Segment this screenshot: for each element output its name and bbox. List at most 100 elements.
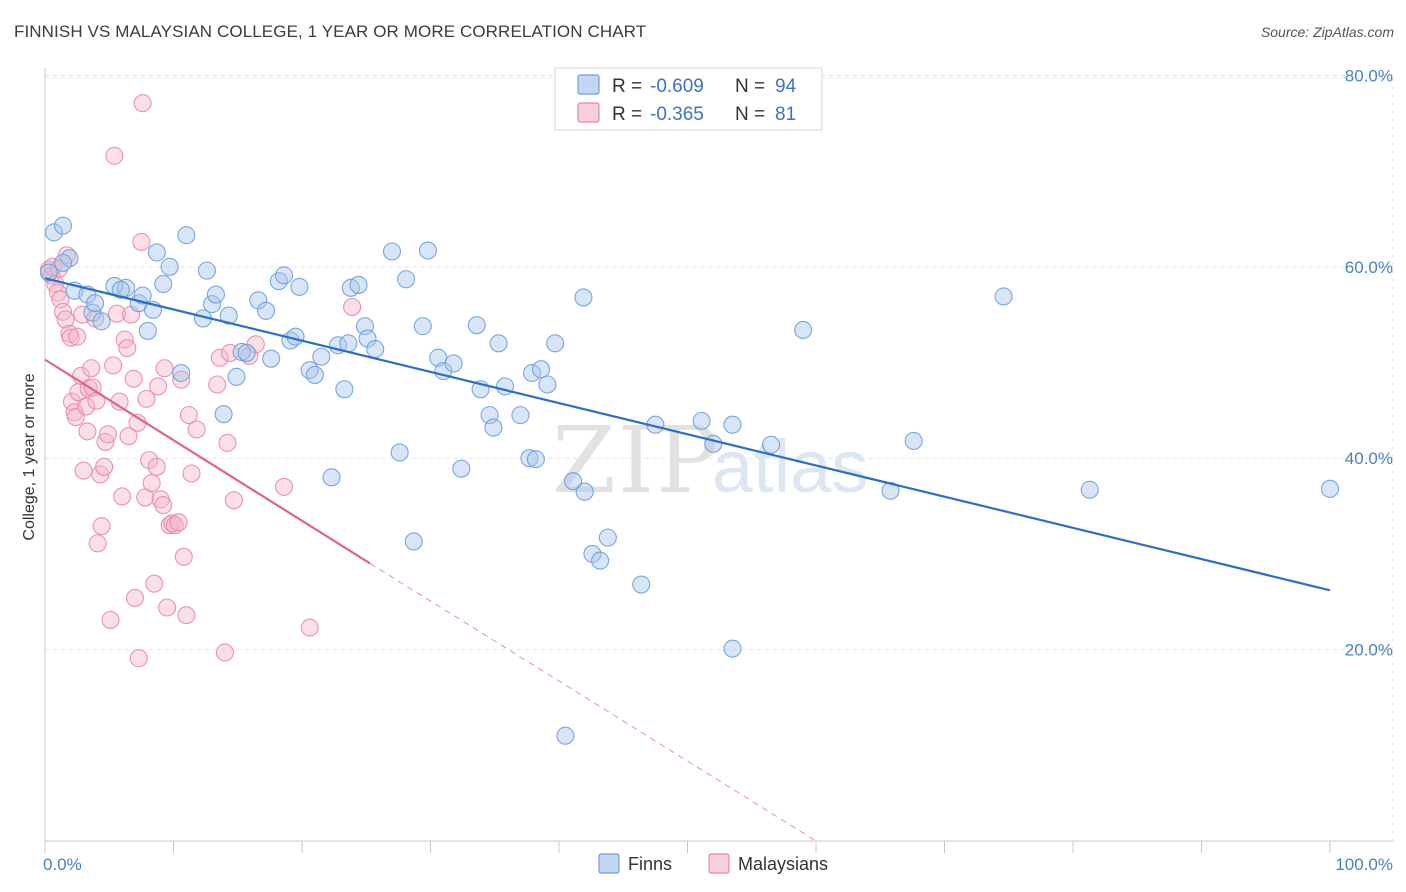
finns-point-14 [138, 321, 157, 340]
finns-point-1 [44, 223, 64, 242]
malaysians-point-26 [95, 457, 114, 476]
malaysians-point-71 [224, 491, 243, 510]
malaysians-point-57 [163, 514, 182, 533]
malaysians-point-49 [145, 574, 164, 593]
malaysians-point-68 [215, 643, 234, 662]
finns-point-59 [452, 459, 471, 478]
finns-point-51 [390, 443, 409, 462]
malaysians-point-55 [158, 598, 177, 617]
malaysians-point-9 [61, 328, 80, 347]
finns-point-74 [564, 472, 583, 491]
finns-point-75 [574, 288, 593, 307]
finns-point-87 [794, 320, 813, 340]
legend-n-label-malaysians: N = [735, 104, 765, 125]
finns-point-50 [382, 242, 402, 261]
legend-swatch-malaysians [577, 102, 600, 123]
malaysians-point-80 [78, 422, 97, 441]
watermark-atlas: atlas [712, 425, 868, 508]
finns-point-82 [692, 411, 711, 430]
finns-point-84 [723, 639, 742, 658]
y-tick-label-40: 40.0% [1345, 449, 1393, 468]
series-malaysians-points [39, 94, 362, 668]
legend-r-value-malaysians: -0.365 [650, 104, 704, 125]
x-tick-labels: 0.0% 100.0% [43, 855, 1393, 874]
legend-swatch-finns [577, 74, 600, 95]
malaysians-point-10 [62, 392, 82, 411]
finns-point-24 [206, 285, 225, 304]
finns-point-93 [53, 253, 73, 273]
malaysians-point-42 [129, 649, 148, 668]
finns-point-76 [575, 482, 594, 501]
malaysians-point-47 [140, 451, 159, 470]
bottom-legend-swatch-finns [598, 853, 620, 874]
bottom-legend-label-malaysians: Malaysians [738, 854, 828, 874]
finns-point-63 [484, 418, 503, 437]
legend: R = -0.609 N = 94 R = -0.365 N = 81 [554, 67, 823, 131]
malaysians-point-46 [137, 389, 156, 408]
finns-point-92 [1320, 479, 1340, 498]
axes [44, 68, 1393, 853]
watermark: ZIP atlas [552, 407, 868, 514]
grid-lines [45, 74, 1394, 841]
x-tick-label-max: 100.0% [1335, 855, 1393, 874]
malaysians-point-23 [88, 534, 107, 553]
malaysians-point-60 [172, 370, 191, 389]
finns-point-73 [556, 726, 575, 745]
finns-point-26 [219, 306, 238, 325]
malaysians-point-31 [105, 146, 124, 165]
malaysians-point-44 [133, 94, 152, 113]
trendline-malaysians [44, 358, 371, 565]
malaysians-point-67 [210, 348, 229, 367]
bottom-legend-swatch-malaysians [708, 853, 730, 874]
finns-point-72 [546, 334, 565, 353]
finns-point-49 [366, 340, 385, 359]
malaysians-point-79 [68, 327, 87, 346]
finns-point-18 [160, 257, 179, 276]
finns-point-83 [704, 434, 723, 453]
finns-point-8 [86, 294, 105, 313]
finns-point-20 [177, 226, 196, 245]
finns-point-80 [632, 575, 651, 594]
finns-point-19 [172, 363, 191, 383]
malaysians-point-63 [179, 406, 198, 425]
legend-r-value-finns: -0.609 [650, 76, 704, 97]
malaysians-point-17 [77, 397, 96, 416]
malaysians-point-28 [98, 425, 118, 444]
finns-point-29 [237, 343, 256, 362]
x-tick-label-min: 0.0% [43, 855, 82, 874]
trendline-finns [44, 277, 1331, 592]
malaysians-point-40 [125, 588, 144, 607]
finns-point-77 [583, 544, 602, 563]
finns-point-71 [538, 375, 557, 394]
finns-point-55 [418, 241, 437, 260]
finns-point-40 [312, 347, 331, 366]
malaysians-point-37 [119, 427, 138, 446]
finns-point-64 [489, 334, 508, 353]
bottom-legend: Finns Malaysians [598, 853, 828, 874]
malaysians-point-25 [92, 517, 111, 536]
finns-point-66 [511, 406, 530, 425]
finns-point-27 [227, 367, 246, 386]
trend-lines [44, 277, 1331, 842]
finns-point-7 [92, 312, 111, 331]
malaysians-point-30 [104, 356, 123, 375]
finns-point-86 [761, 435, 781, 454]
y-tick-label-80: 80.0% [1345, 66, 1393, 85]
malaysians-point-34 [113, 487, 132, 506]
finns-point-32 [262, 349, 281, 368]
finns-point-89 [904, 431, 923, 451]
legend-n-value-finns: 94 [775, 76, 797, 97]
chart-title: FINNISH VS MALAYSIAN COLLEGE, 1 YEAR OR … [14, 22, 647, 41]
legend-n-label-finns: N = [735, 76, 765, 97]
y-axis-title: College, 1 year or more [21, 373, 38, 540]
finns-point-33 [269, 272, 288, 291]
malaysians-point-62 [177, 606, 196, 625]
finns-point-58 [444, 354, 463, 373]
finns-point-91 [1080, 480, 1099, 499]
finns-point-22 [197, 261, 216, 280]
y-tick-labels: 20.0% 40.0% 60.0% 80.0% [1345, 66, 1393, 659]
malaysians-point-19 [82, 359, 101, 378]
finns-point-78 [591, 551, 610, 570]
malaysians-point-54 [155, 359, 174, 378]
